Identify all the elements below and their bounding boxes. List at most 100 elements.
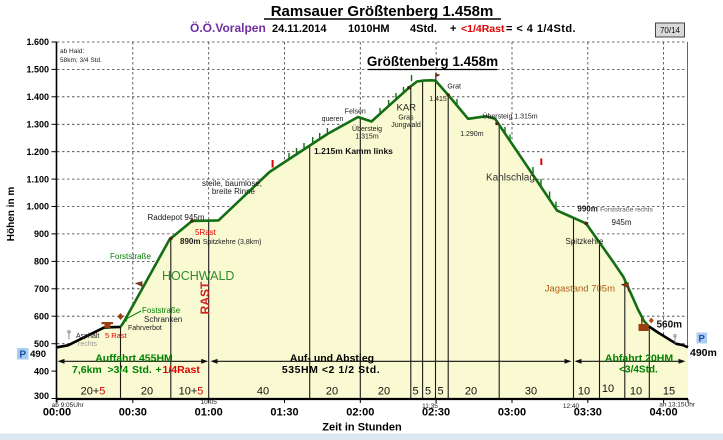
- svg-text:20: 20: [141, 386, 153, 398]
- svg-text:11:35: 11:35: [422, 403, 438, 410]
- svg-text:800: 800: [34, 257, 49, 267]
- svg-text:1.300: 1.300: [26, 120, 49, 130]
- svg-text:Übersteig 1.315m: Übersteig 1.315m: [482, 113, 537, 121]
- svg-text:queren: queren: [322, 116, 344, 123]
- svg-text:P: P: [699, 334, 706, 345]
- svg-text:+: +: [156, 364, 162, 376]
- svg-text:40: 40: [257, 386, 269, 398]
- svg-text:58km; 3/4 Std.: 58km; 3/4 Std.: [60, 57, 102, 64]
- svg-text:<3/4Std.: <3/4Std.: [619, 365, 658, 376]
- svg-text:02:30: 02:30: [422, 407, 450, 419]
- svg-text:01:30: 01:30: [270, 407, 298, 419]
- svg-text:70/14: 70/14: [660, 26, 681, 35]
- svg-text:Jagastand 705m: Jagastand 705m: [545, 284, 615, 295]
- svg-text:Fahrverbot: Fahrverbot: [128, 325, 162, 332]
- svg-text:Auffahrt 455HM: Auffahrt 455HM: [95, 353, 173, 365]
- svg-text:Kahlschlag: Kahlschlag: [486, 173, 535, 184]
- svg-text:5: 5: [437, 386, 443, 398]
- svg-text:Gras: Gras: [398, 115, 414, 122]
- svg-text:Jungwald: Jungwald: [391, 122, 421, 129]
- svg-text:500: 500: [34, 339, 49, 349]
- svg-text:1.315m: 1.315m: [355, 134, 379, 141]
- svg-text:Schranken: Schranken: [144, 315, 182, 324]
- svg-text:Felsen: Felsen: [345, 109, 366, 116]
- svg-text:04:00: 04:00: [650, 407, 678, 419]
- svg-text:Asphalt: Asphalt: [76, 333, 99, 340]
- svg-text:10: 10: [578, 386, 590, 398]
- svg-text:00:00: 00:00: [43, 407, 71, 419]
- svg-text:20: 20: [465, 386, 477, 398]
- svg-text:1.000: 1.000: [26, 202, 49, 212]
- svg-text:490: 490: [30, 349, 46, 360]
- svg-text:Übersteig: Übersteig: [352, 125, 382, 133]
- svg-text:535HM <2 1/2 Std.: 535HM <2 1/2 Std.: [282, 364, 380, 376]
- svg-text:Abfahrt 20HM: Abfahrt 20HM: [605, 353, 674, 365]
- svg-text:Ramsauer Größtenberg 1.458m: Ramsauer Größtenberg 1.458m: [271, 3, 494, 20]
- svg-text:20: 20: [378, 386, 390, 398]
- svg-text:10: 10: [630, 386, 642, 398]
- svg-text:1.200: 1.200: [26, 147, 49, 157]
- svg-text:12:40: 12:40: [563, 403, 580, 410]
- svg-text:990m Forststraße rechts: 990m Forststraße rechts: [577, 205, 653, 214]
- svg-text:30: 30: [525, 386, 537, 398]
- svg-text:Höhen in m: Höhen in m: [6, 187, 17, 242]
- svg-text:5Rast: 5Rast: [195, 228, 217, 237]
- svg-text:P: P: [19, 349, 26, 360]
- svg-text:15: 15: [663, 386, 675, 398]
- svg-text:breite Rinne: breite Rinne: [212, 187, 256, 196]
- svg-text:01:00: 01:00: [195, 407, 223, 419]
- svg-text:700: 700: [34, 284, 49, 294]
- svg-text:600: 600: [34, 311, 49, 321]
- svg-text:10+5: 10+5: [179, 386, 204, 398]
- svg-text:1.500: 1.500: [26, 65, 49, 75]
- svg-text:>3/4: >3/4: [108, 364, 129, 376]
- svg-text:1/4Rast: 1/4Rast: [163, 364, 201, 376]
- svg-text:02:00: 02:00: [346, 407, 374, 419]
- svg-text:<1/4Rast: <1/4Rast: [461, 23, 505, 35]
- svg-text:ab Haid:: ab Haid:: [60, 48, 84, 55]
- svg-text:00:30: 00:30: [119, 407, 147, 419]
- svg-text:5: 5: [412, 386, 418, 398]
- svg-text:1.290m: 1.290m: [460, 131, 484, 138]
- svg-text:Auf- und Abstieg: Auf- und Abstieg: [290, 353, 374, 365]
- svg-text:1.600: 1.600: [26, 37, 49, 47]
- svg-text:Spitzkehre: Spitzkehre: [566, 237, 604, 246]
- svg-text:1.400: 1.400: [26, 92, 49, 102]
- svg-text:03:00: 03:00: [498, 407, 526, 419]
- svg-text:RAST: RAST: [198, 281, 212, 314]
- svg-text:03:30: 03:30: [574, 407, 602, 419]
- svg-text:Raddepot 945m: Raddepot 945m: [148, 213, 205, 222]
- svg-text:Forststraße: Forststraße: [110, 252, 151, 261]
- svg-text:900: 900: [34, 229, 49, 239]
- svg-text:10:05: 10:05: [201, 399, 218, 406]
- svg-text:1.100: 1.100: [26, 174, 49, 184]
- svg-text:20: 20: [326, 386, 338, 398]
- svg-text:Ö.Ö.Voralpen: Ö.Ö.Voralpen: [190, 20, 266, 35]
- svg-text:rechts: rechts: [78, 341, 98, 348]
- svg-text:an 13:15Uhr: an 13:15Uhr: [659, 402, 696, 409]
- svg-text:1.415: 1.415: [429, 96, 447, 103]
- svg-text:+: +: [450, 23, 456, 35]
- svg-text:= < 4 1/4Std.: = < 4 1/4Std.: [506, 23, 576, 35]
- svg-text:560m: 560m: [657, 320, 683, 331]
- svg-text:5 Rast: 5 Rast: [105, 331, 128, 340]
- svg-text:10: 10: [602, 383, 614, 395]
- svg-text:HOCHWALD: HOCHWALD: [162, 269, 234, 283]
- svg-text:Grat: Grat: [447, 84, 461, 91]
- svg-text:ab 9:05Uhr: ab 9:05Uhr: [52, 402, 85, 409]
- svg-text:24.11.2014: 24.11.2014: [272, 23, 327, 35]
- svg-text:Größtenberg 1.458m: Größtenberg 1.458m: [367, 54, 498, 69]
- svg-text:490m: 490m: [690, 347, 717, 359]
- svg-text:20+5: 20+5: [81, 386, 106, 398]
- svg-text:KAR: KAR: [397, 103, 417, 114]
- svg-text:5: 5: [425, 386, 431, 398]
- svg-text:steile, baumlose,: steile, baumlose,: [202, 179, 262, 188]
- svg-text:4Std.: 4Std.: [410, 23, 437, 35]
- svg-text:945m: 945m: [612, 218, 632, 227]
- svg-text:400: 400: [34, 366, 49, 376]
- svg-text:890m Spitzkehre (3,8km): 890m Spitzkehre (3,8km): [180, 237, 261, 246]
- svg-text:1.215m Kamm links: 1.215m Kamm links: [314, 146, 393, 156]
- svg-text:7,6km: 7,6km: [72, 364, 102, 376]
- svg-text:Zeit in Stunden: Zeit in Stunden: [322, 422, 402, 434]
- svg-text:1010HM: 1010HM: [348, 23, 390, 35]
